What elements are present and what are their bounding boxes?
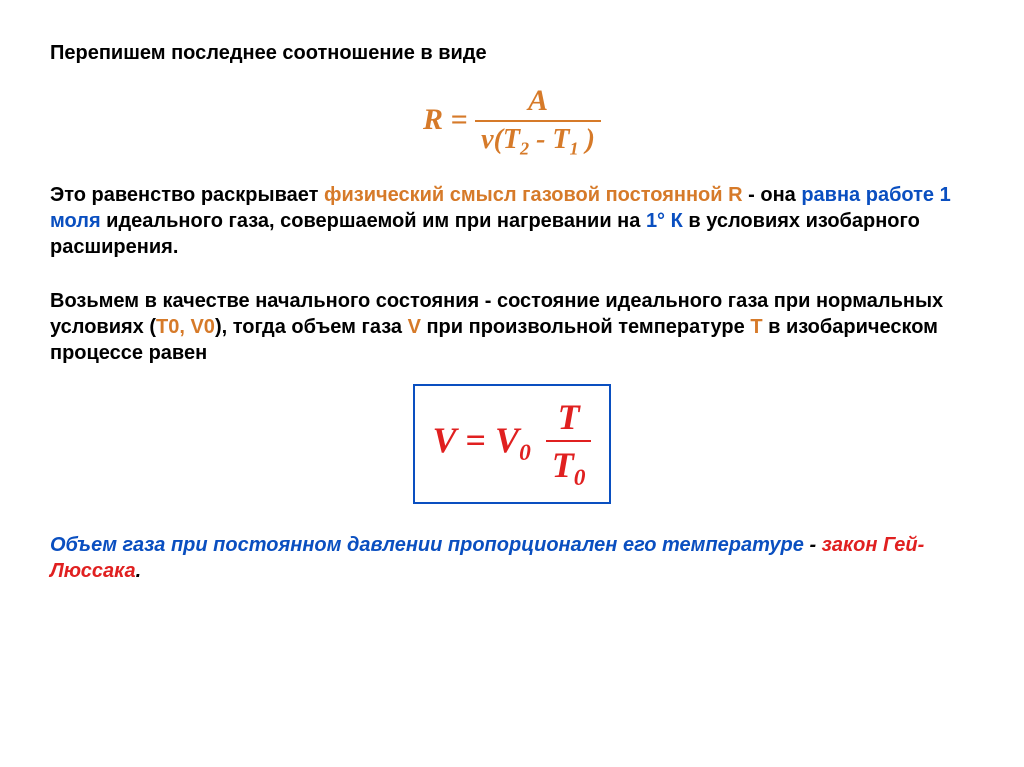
formula-v-box: V = V0 T T0 bbox=[413, 384, 612, 504]
para-gay-lussac: Объем газа при постоянном давлении пропо… bbox=[50, 532, 974, 584]
f2-den: T0 bbox=[546, 440, 592, 492]
f2-v: V bbox=[433, 420, 457, 460]
formula-r-expr: R = A ν(T2 - T1 ) bbox=[423, 103, 601, 136]
t0v0: T0, V0 bbox=[156, 316, 215, 338]
f1-fraction: A ν(T2 - T1 ) bbox=[475, 84, 601, 160]
v-sym: V bbox=[408, 316, 421, 338]
t-sym: T bbox=[750, 316, 762, 338]
para-initial-state: Возьмем в качестве начального состояния … bbox=[50, 288, 974, 366]
f1-lhs: R = bbox=[423, 103, 468, 136]
gl-statement: Объем газа при постоянном давлении пропо… bbox=[50, 534, 804, 556]
f2-v0: V0 bbox=[495, 420, 531, 460]
formula-v-expr: V = V0 T T0 bbox=[433, 420, 592, 460]
f2-num: T bbox=[546, 396, 592, 440]
one-kelvin: 1° К bbox=[646, 210, 683, 232]
f1-den: ν(T2 - T1 ) bbox=[475, 120, 601, 160]
para-meaning: Это равенство раскрывает физический смыс… bbox=[50, 182, 974, 260]
f1-num: A bbox=[475, 84, 601, 120]
formula-r: R = A ν(T2 - T1 ) bbox=[50, 84, 974, 160]
intro-line: Перепишем последнее соотношение в виде bbox=[50, 40, 974, 66]
intro-text: Перепишем последнее соотношение в виде bbox=[50, 42, 487, 64]
phys-meaning: физический смысл газовой постоянной R bbox=[324, 184, 743, 206]
f2-fraction: T T0 bbox=[546, 396, 592, 492]
formula-v-row: V = V0 T T0 bbox=[50, 384, 974, 504]
